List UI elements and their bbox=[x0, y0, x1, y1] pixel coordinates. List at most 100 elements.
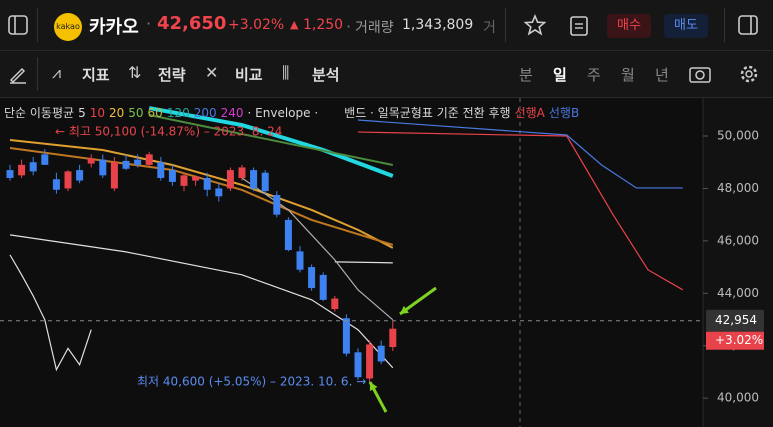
candle-body bbox=[52, 179, 60, 190]
indicator-line bbox=[334, 261, 393, 264]
legend-item: 5 bbox=[78, 106, 86, 120]
tool-icon[interactable]: ⇅ bbox=[128, 63, 142, 82]
legend-item: 선행B bbox=[549, 105, 579, 120]
y-tick-label: 40,000 bbox=[717, 391, 759, 405]
candle-body bbox=[18, 164, 26, 176]
y-tick-label: 48,000 bbox=[717, 181, 759, 195]
candle-body bbox=[99, 159, 107, 176]
candle-body bbox=[273, 194, 281, 215]
divider bbox=[724, 8, 725, 42]
legend-item: 20 bbox=[109, 106, 124, 120]
high-annotation: ← 최고 50,100 (-14.87%) – 2023. 8. 24 bbox=[55, 125, 282, 139]
legend-item: · Envelope · bbox=[248, 106, 319, 120]
volume-label: 거래량 bbox=[355, 20, 394, 36]
tool-button[interactable]: 전략 bbox=[158, 66, 186, 84]
low-annotation: 최저 40,600 (+5.05%) – 2023. 10. 6. → bbox=[137, 375, 366, 389]
legend-item: 50 bbox=[128, 106, 143, 120]
candle-body bbox=[134, 159, 142, 165]
legend-item: 선행A bbox=[515, 105, 546, 120]
draw-icon[interactable] bbox=[8, 64, 28, 84]
candle-body bbox=[29, 162, 37, 172]
period-tab[interactable]: 분 bbox=[519, 66, 533, 84]
candle-body bbox=[145, 154, 153, 165]
legend-item: 60 bbox=[148, 106, 163, 120]
panel-icon[interactable] bbox=[738, 15, 758, 35]
legend-item: 단순 이동평균 bbox=[4, 106, 74, 120]
indicator-line bbox=[9, 234, 394, 369]
indicator-line bbox=[148, 114, 394, 166]
candle-body bbox=[250, 170, 258, 189]
tool-icon[interactable]: ⩘ bbox=[52, 63, 62, 82]
change-pct: +3.02% bbox=[228, 17, 285, 33]
current-price-label: 42,954 bbox=[715, 313, 757, 327]
camera-icon[interactable] bbox=[689, 64, 711, 84]
candle-body bbox=[76, 170, 84, 181]
candle-body bbox=[389, 328, 397, 348]
buy-button[interactable]: 매수 bbox=[607, 14, 651, 38]
candle-body bbox=[157, 162, 165, 178]
candle-body bbox=[168, 170, 176, 182]
candle-body bbox=[377, 345, 385, 362]
candle-body bbox=[192, 176, 200, 181]
change-box bbox=[706, 331, 764, 350]
indicator-line bbox=[148, 106, 394, 178]
candle-body bbox=[354, 352, 362, 378]
divider bbox=[37, 8, 38, 42]
candle-body bbox=[284, 219, 292, 251]
pointer-arrow-head bbox=[400, 305, 409, 314]
legend-item: 밴드 · 일목균형표 기준 전환 후행 bbox=[344, 105, 510, 120]
candle-body bbox=[331, 298, 339, 310]
candle-body bbox=[238, 167, 246, 178]
y-tick-label: 46,000 bbox=[717, 233, 759, 247]
indicator-line bbox=[9, 147, 394, 246]
candle-body bbox=[64, 171, 72, 189]
indicator-line bbox=[241, 177, 394, 321]
candle-body bbox=[180, 175, 188, 186]
candle-body bbox=[296, 251, 304, 270]
dot: · bbox=[146, 14, 152, 33]
candle-body bbox=[110, 162, 118, 189]
candle-body bbox=[215, 188, 223, 197]
candle-body bbox=[308, 267, 316, 289]
indicator-line bbox=[9, 138, 394, 249]
period-tab[interactable]: 주 bbox=[587, 66, 601, 84]
memo-icon[interactable] bbox=[568, 14, 590, 36]
logo: kakao bbox=[54, 13, 82, 41]
tool-button[interactable]: 분석 bbox=[312, 66, 340, 84]
settings-icon[interactable] bbox=[738, 63, 760, 85]
tool-button[interactable]: 비교 bbox=[235, 66, 263, 84]
period-tab[interactable]: 월 bbox=[621, 66, 635, 84]
candle-body bbox=[319, 274, 327, 300]
star-icon[interactable] bbox=[524, 14, 546, 36]
tool-icon[interactable]: ⫼ bbox=[282, 63, 290, 82]
up-arrow: ▲ bbox=[290, 18, 299, 31]
candle-body bbox=[87, 158, 95, 164]
price-axis bbox=[703, 98, 773, 427]
period-tab[interactable]: 일 bbox=[553, 66, 567, 84]
pointer-arrow-head bbox=[369, 382, 378, 391]
legend-item: 10 bbox=[90, 106, 105, 120]
legend-item: 200 bbox=[194, 106, 217, 120]
stock-name[interactable]: 카카오 bbox=[89, 17, 139, 38]
tool-icon[interactable]: ✕ bbox=[205, 63, 219, 82]
price: 42,650 bbox=[157, 13, 227, 34]
sidebar-icon[interactable] bbox=[8, 15, 28, 35]
current-price-box bbox=[706, 309, 764, 332]
indicator-line bbox=[9, 254, 92, 372]
divider bbox=[37, 57, 38, 91]
legend: 단순 이동평균 5 10 20 50 60 120 200 240 · Envelope · 밴드 … bbox=[4, 105, 579, 120]
y-tick-label: 50,000 bbox=[717, 129, 759, 143]
legend-item: 120 bbox=[167, 106, 190, 120]
candle-body bbox=[226, 170, 234, 189]
legend-item: 240 bbox=[221, 106, 244, 120]
sell-button[interactable]: 매도 bbox=[664, 14, 708, 38]
period-tab[interactable]: 년 bbox=[655, 66, 669, 84]
candle-body bbox=[122, 160, 130, 169]
candle-body bbox=[203, 177, 211, 190]
change: 1,250 bbox=[303, 17, 344, 33]
candle-body bbox=[342, 318, 350, 354]
y-tick-label: 44,000 bbox=[717, 286, 759, 300]
tool-button[interactable]: 지표 bbox=[82, 66, 110, 84]
